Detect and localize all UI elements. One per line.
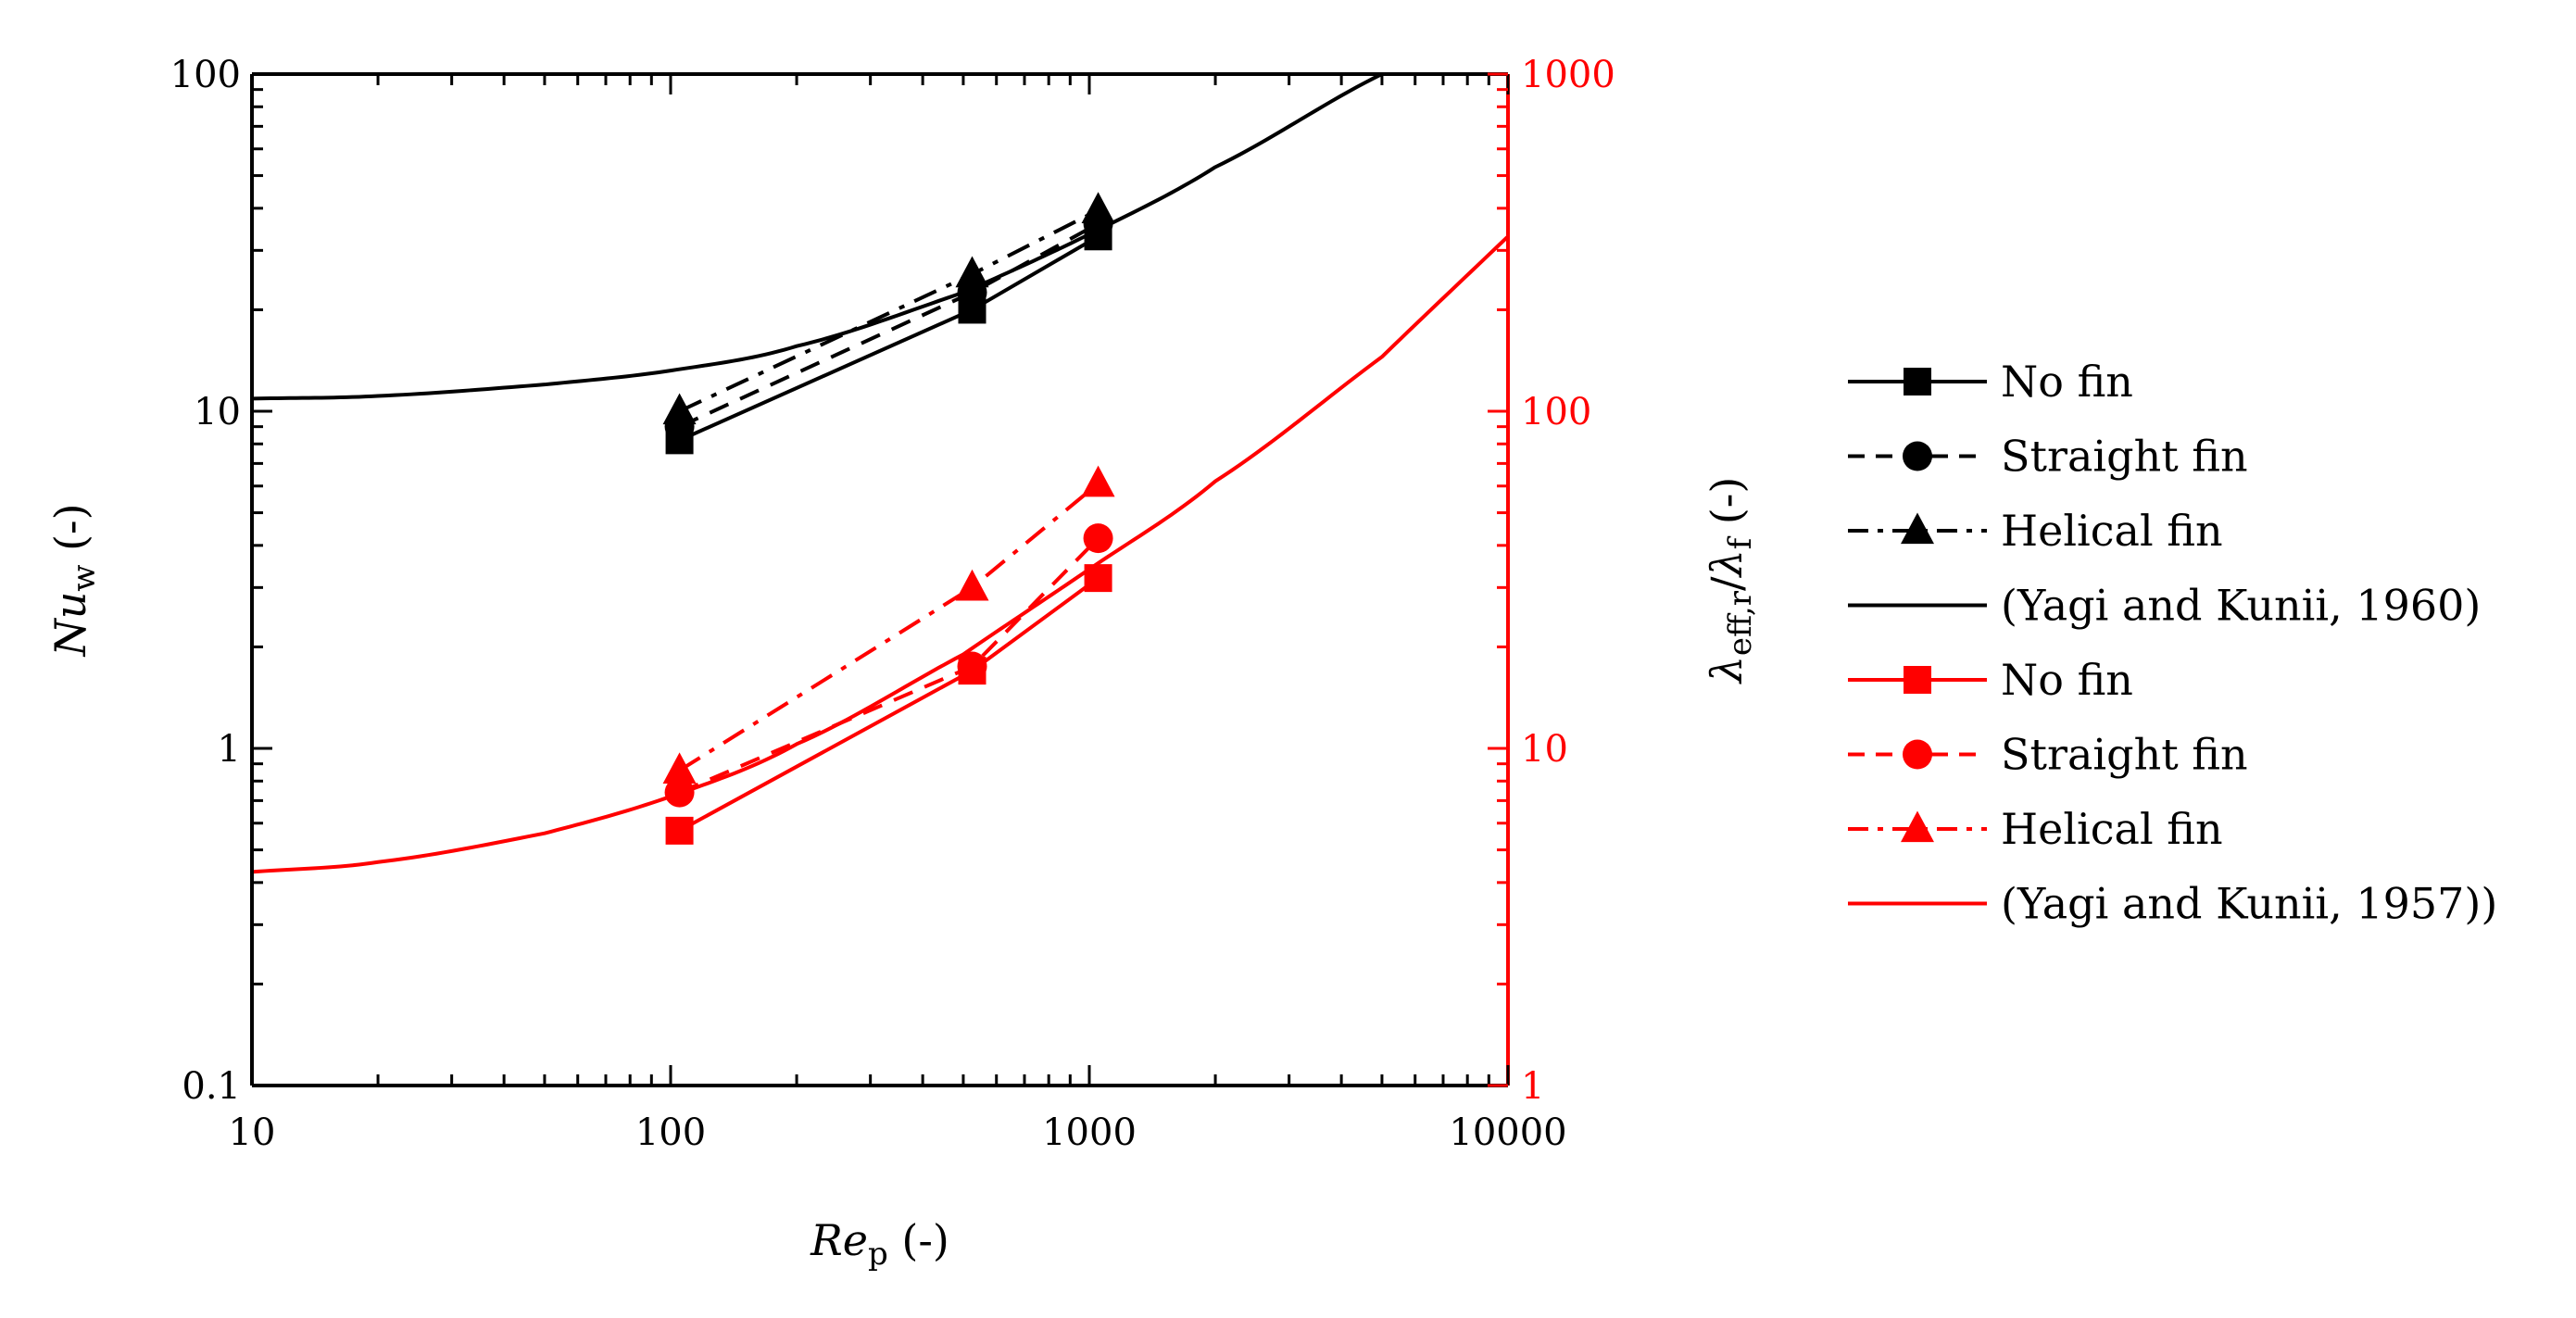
legend-entry: (Yagi and Kunii, 1960) bbox=[1848, 581, 2481, 631]
legend-marker-triangle bbox=[1901, 512, 1934, 545]
legend-entry: Helical fin bbox=[1848, 506, 2223, 556]
y-left-tick-label: 1 bbox=[218, 728, 241, 771]
series-lambda-yagi-and-kunii-1957-line bbox=[252, 234, 1508, 874]
legend-label: Helical fin bbox=[2001, 804, 2223, 854]
series-lambda-straight-fin-point bbox=[1083, 523, 1113, 554]
series-lambda-helical-fin-point bbox=[1081, 465, 1115, 497]
x-tick-label: 10 bbox=[229, 1111, 276, 1154]
y-right-tick-label: 10 bbox=[1521, 728, 1568, 771]
legend-marker-triangle bbox=[1901, 810, 1934, 843]
series-nu-no-fin-line bbox=[678, 234, 1100, 443]
x-tick-label: 10000 bbox=[1449, 1111, 1566, 1154]
series-lambda-straight-fin-line bbox=[678, 536, 1100, 795]
legend-label: Straight fin bbox=[2001, 432, 2248, 482]
y-right-tick-label: 100 bbox=[1521, 391, 1591, 433]
legend-label: Straight fin bbox=[2001, 730, 2248, 780]
series-lambda-helical-fin-point bbox=[662, 752, 697, 785]
legend-label: (Yagi and Kunii, 1957)) bbox=[2001, 879, 2497, 929]
y-right-axis-title-slash: / bbox=[1702, 576, 1752, 591]
legend-label: No fin bbox=[2001, 357, 2133, 407]
series-nu-helical-fin-point bbox=[955, 256, 989, 288]
series-nu-yagi-and-kunii-1960-line bbox=[252, 74, 1386, 401]
series-lambda-no-fin-line bbox=[678, 576, 1100, 833]
y-right-axis-title-lambda: λ bbox=[1702, 656, 1752, 684]
y-left-axis-title-sub: w bbox=[66, 565, 103, 592]
series-lambda-helical-fin-point bbox=[955, 569, 989, 601]
legend-marker-square bbox=[1904, 368, 1931, 395]
legend-entry: Straight fin bbox=[1848, 730, 2248, 780]
legend-entry: (Yagi and Kunii, 1957)) bbox=[1848, 879, 2497, 929]
x-tick-label: 1000 bbox=[1042, 1111, 1137, 1154]
y-right-tick-label: 1 bbox=[1521, 1065, 1544, 1108]
y-right-axis-title-sub2: f bbox=[1722, 535, 1759, 549]
x-axis-title-main: Re bbox=[810, 1215, 868, 1265]
x-axis-title-unit: (-) bbox=[888, 1215, 949, 1265]
legend-entry: No fin bbox=[1848, 655, 2133, 705]
legend-entry: No fin bbox=[1848, 357, 2133, 407]
series-nu-straight-fin-line bbox=[678, 221, 1100, 429]
legend-label: Helical fin bbox=[2001, 506, 2223, 556]
legend-marker-square bbox=[1904, 666, 1931, 694]
legend-label: No fin bbox=[2001, 655, 2133, 705]
x-tick-label: 100 bbox=[635, 1111, 706, 1154]
series-lambda-helical-fin-line bbox=[678, 482, 1100, 772]
legend-marker-circle bbox=[1903, 441, 1932, 471]
series-nu-helical-fin-point bbox=[1081, 192, 1115, 224]
series-lambda-straight-fin-point bbox=[664, 777, 695, 808]
series-nu-helical-fin-point bbox=[662, 393, 697, 425]
legend-label: (Yagi and Kunii, 1960) bbox=[2001, 581, 2481, 631]
y-left-tick-label: 0.1 bbox=[182, 1065, 241, 1108]
y-left-axis-title: Nuw (-) bbox=[45, 503, 103, 657]
legend-marker-circle bbox=[1903, 739, 1932, 770]
series-lambda-no-fin-point bbox=[665, 816, 694, 845]
y-right-axis-title-sub1: eff,r bbox=[1722, 590, 1759, 656]
y-left-axis-title-main: Nu bbox=[45, 592, 95, 658]
y-left-tick-label: 10 bbox=[194, 391, 241, 433]
series-lambda-straight-fin-point bbox=[957, 651, 987, 682]
x-axis-title-sub: p bbox=[868, 1236, 888, 1273]
y-right-axis-title: λeff,r/λf (-) bbox=[1702, 477, 1759, 685]
x-axis-title: Rep (-) bbox=[810, 1215, 949, 1273]
y-right-tick-label: 1000 bbox=[1521, 54, 1615, 96]
series-lambda-no-fin-point bbox=[1084, 564, 1112, 593]
y-right-axis-title-unit: (-) bbox=[1702, 477, 1752, 538]
y-left-axis-title-unit: (-) bbox=[45, 503, 95, 564]
legend-entry: Helical fin bbox=[1848, 804, 2223, 854]
y-left-tick-label: 100 bbox=[170, 54, 241, 96]
y-right-axis-title-lambda2: λ bbox=[1702, 549, 1752, 578]
legend-entry: Straight fin bbox=[1848, 432, 2248, 482]
series-nu-helical-fin-line bbox=[678, 208, 1100, 413]
